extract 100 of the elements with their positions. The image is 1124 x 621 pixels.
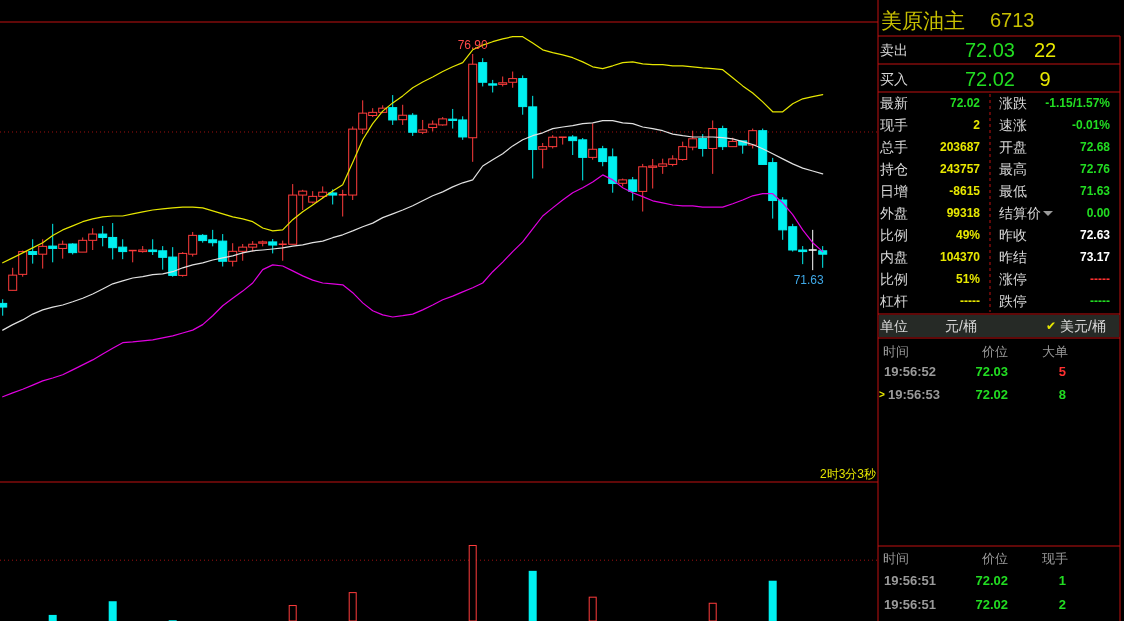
text: 最高 xyxy=(999,161,1027,177)
text: 最低 xyxy=(999,183,1027,199)
text: 19:56:52 xyxy=(884,363,937,379)
text: > xyxy=(879,388,885,400)
text: -0.01% xyxy=(1071,118,1111,132)
text: 杠杆 xyxy=(879,293,908,309)
bar xyxy=(348,592,357,621)
candlestick xyxy=(748,128,758,149)
text: 时间 xyxy=(883,343,909,359)
text: 203687 xyxy=(939,140,981,154)
text: 72.63 xyxy=(1079,228,1111,242)
text: 72.02 xyxy=(949,96,981,110)
text: 72.68 xyxy=(1079,140,1111,154)
text: 72.03 xyxy=(975,363,1008,379)
text: 美元/桶 xyxy=(1060,318,1106,334)
text: ----- xyxy=(1090,294,1110,308)
text: 总手 xyxy=(879,139,908,155)
bar xyxy=(468,545,477,621)
text: 涨停 xyxy=(999,271,1027,287)
text: ----- xyxy=(1090,272,1110,286)
text: 价位 xyxy=(981,343,1008,359)
bar xyxy=(108,601,117,621)
text: 单位 xyxy=(880,318,908,334)
text: -1.15/1.57% xyxy=(1045,96,1111,110)
text: 比例 xyxy=(880,227,908,243)
text: 昨结 xyxy=(999,249,1027,265)
annotation: 71.63 xyxy=(793,273,825,288)
candlestick xyxy=(408,112,418,137)
text: 104370 xyxy=(939,250,981,264)
candlestick xyxy=(478,57,488,87)
candlestick xyxy=(557,136,568,146)
candlestick xyxy=(28,238,38,265)
text: -8615 xyxy=(949,184,981,198)
text: 51% xyxy=(955,272,981,286)
text: 比例 xyxy=(880,271,908,287)
text: 19:56:53 xyxy=(888,386,941,402)
text: 72.02 xyxy=(964,68,1015,90)
candlestick xyxy=(398,104,408,126)
bar xyxy=(708,602,717,621)
text: 49% xyxy=(955,228,981,242)
text: 买入 xyxy=(880,71,908,87)
text: 持仓 xyxy=(880,161,908,177)
text: ✔ xyxy=(1045,319,1057,333)
text: 19:56:51 xyxy=(884,596,937,612)
text: 72.02 xyxy=(975,386,1008,402)
annotation: 76.90 xyxy=(457,38,489,52)
text: 22 xyxy=(1033,39,1057,61)
candlestick xyxy=(48,223,58,263)
candlestick xyxy=(807,229,818,271)
text: 2 xyxy=(1058,596,1066,612)
text: 昨收 xyxy=(999,227,1027,243)
candlestick xyxy=(718,125,728,151)
text: 最新 xyxy=(880,95,908,111)
text: 美原油主 xyxy=(881,8,965,32)
text: 73.17 xyxy=(1079,250,1111,264)
text: 5 xyxy=(1058,363,1066,379)
text: 内盘 xyxy=(880,249,908,265)
text: 71.63 xyxy=(1079,184,1111,198)
bar xyxy=(588,596,597,621)
text: 时间 xyxy=(883,550,909,566)
candlestick xyxy=(388,94,398,126)
candlestick xyxy=(38,238,48,270)
text: 0.00 xyxy=(1086,206,1111,220)
text: 72.76 xyxy=(1079,162,1111,176)
text: 6713 xyxy=(990,9,1035,31)
text: ----- xyxy=(960,294,980,308)
text: 外盘 xyxy=(880,205,908,221)
text: 跌停 xyxy=(999,293,1027,309)
text: 72.03 xyxy=(964,39,1015,61)
text: 现手 xyxy=(1042,550,1068,566)
text: 243757 xyxy=(939,162,981,176)
text: 价位 xyxy=(981,550,1008,566)
text: 开盘 xyxy=(999,139,1027,155)
text: 99318 xyxy=(946,206,981,220)
candlestick xyxy=(588,122,598,161)
text: 日增 xyxy=(880,183,908,199)
text: 卖出 xyxy=(880,42,908,58)
text: 19:56:51 xyxy=(884,572,937,588)
bar xyxy=(768,580,777,621)
text: 速涨 xyxy=(999,117,1027,133)
text: 现手 xyxy=(880,117,908,133)
text: 涨跌 xyxy=(999,95,1027,111)
text: 结算价 xyxy=(999,205,1041,221)
text: 2 xyxy=(973,118,981,132)
text: 大单 xyxy=(1042,343,1068,359)
text: 9 xyxy=(1039,68,1051,90)
candlestick xyxy=(818,245,828,269)
candlestick xyxy=(698,133,708,158)
text: 72.02 xyxy=(975,572,1008,588)
bar xyxy=(48,614,57,621)
text: 1 xyxy=(1058,572,1066,588)
candlestick xyxy=(58,240,68,260)
bar xyxy=(528,570,537,621)
text: 8 xyxy=(1058,386,1066,402)
text: 2时3分3秒 xyxy=(819,467,876,481)
candlestick xyxy=(708,119,718,175)
text: 72.02 xyxy=(975,596,1008,612)
bar xyxy=(288,605,297,621)
candlestick xyxy=(628,176,638,202)
text: 元/桶 xyxy=(945,318,977,334)
